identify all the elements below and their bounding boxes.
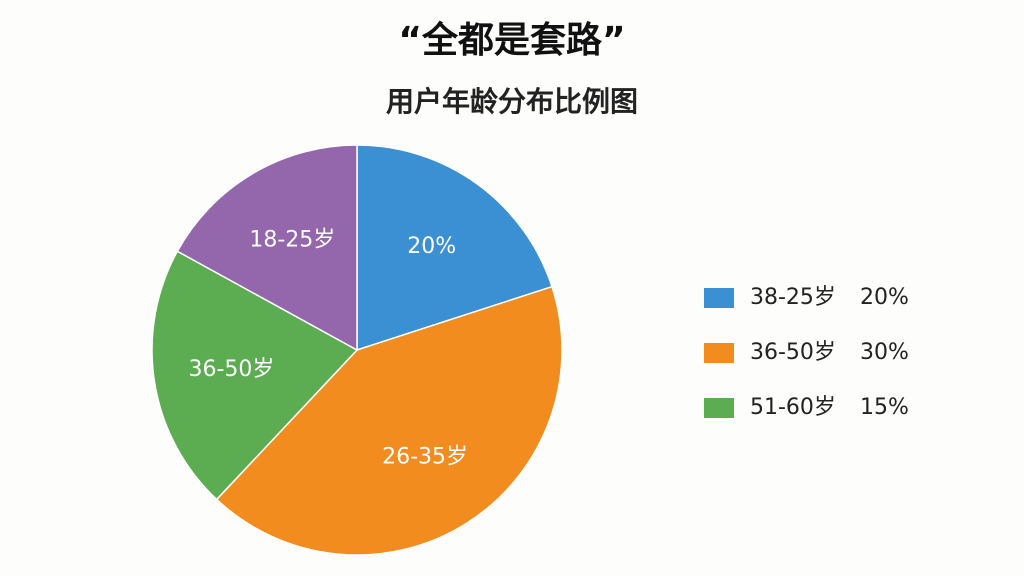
pie-slice [215, 285, 563, 556]
chart-subtitle: 用户年龄分布比例图 [386, 85, 638, 118]
chart-title: “全都是套路” [398, 19, 625, 61]
legend-name: 51-60岁 [750, 395, 836, 420]
slice-label: 20% [407, 234, 456, 259]
slice-label: 36-50岁 [188, 357, 274, 382]
pie-slice [356, 144, 553, 352]
legend-swatch [704, 343, 734, 363]
legend-value: 20% [860, 285, 909, 310]
pie-slice [151, 250, 359, 501]
legend-value: 15% [860, 395, 909, 420]
legend-swatch [704, 398, 734, 418]
legend-name: 38-25岁 [750, 285, 836, 310]
slice-label: 18-25岁 [249, 228, 335, 253]
slice-label: 26-35岁 [382, 444, 468, 469]
legend-name: 36-50岁 [750, 340, 836, 365]
legend-swatch [704, 288, 734, 308]
pie-slice [176, 144, 358, 352]
legend-value: 30% [860, 340, 909, 365]
